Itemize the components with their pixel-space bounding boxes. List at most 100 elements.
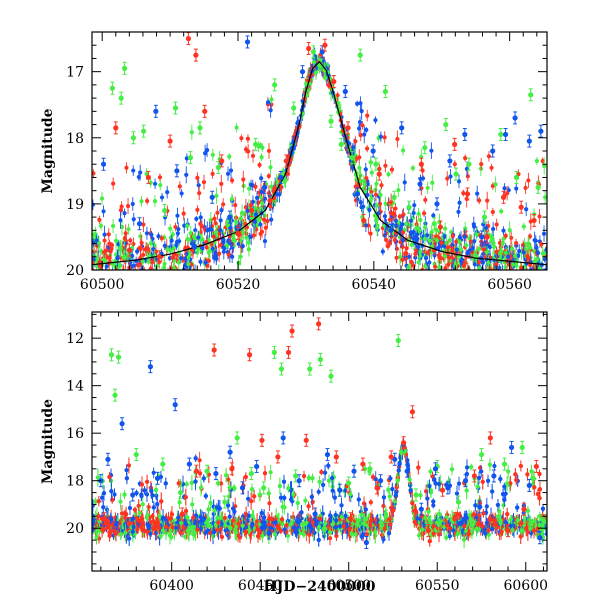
- data-point: [435, 238, 440, 243]
- data-point: [512, 115, 518, 121]
- measurement-cloud: [92, 438, 547, 549]
- data-point: [269, 217, 274, 222]
- data-point: [444, 240, 449, 246]
- data-point: [186, 261, 191, 267]
- data-point: [462, 277, 466, 281]
- data-point: [221, 202, 226, 207]
- data-point: [313, 70, 318, 75]
- data-point: [184, 156, 189, 161]
- data-point: [304, 81, 309, 86]
- data-point: [195, 175, 200, 180]
- data-point: [385, 244, 391, 249]
- data-point: [200, 237, 205, 242]
- data-point: [526, 178, 531, 183]
- data-point: [215, 210, 220, 215]
- data-point: [184, 172, 189, 177]
- data-point: [245, 136, 251, 141]
- data-point: [174, 168, 180, 174]
- data-point: [430, 180, 435, 185]
- data-point: [446, 255, 452, 260]
- data-point: [492, 244, 497, 249]
- data-point: [400, 257, 405, 262]
- data-point: [143, 247, 148, 252]
- data-point: [116, 242, 121, 247]
- data-point: [354, 191, 361, 197]
- data-point: [269, 97, 274, 102]
- data-point: [416, 244, 421, 250]
- data-point: [227, 154, 232, 159]
- data-point: [121, 65, 128, 71]
- data-point: [253, 141, 259, 147]
- data-point: [503, 233, 508, 238]
- data-point: [139, 240, 144, 246]
- data-point: [400, 244, 405, 249]
- data-point: [390, 211, 397, 217]
- data-point: [494, 262, 499, 267]
- data-point: [403, 250, 409, 257]
- data-point: [248, 203, 253, 208]
- data-point: [538, 128, 544, 134]
- data-point: [507, 227, 512, 233]
- data-point: [425, 185, 430, 190]
- data-point: [111, 223, 116, 229]
- data-point: [131, 168, 136, 173]
- data-point: [203, 260, 208, 265]
- data-point: [350, 165, 355, 170]
- data-point: [184, 251, 189, 257]
- data-point: [542, 251, 547, 256]
- data-point: [238, 216, 243, 221]
- data-point: [519, 265, 524, 270]
- data-point: [164, 276, 168, 280]
- data-point: [447, 158, 453, 164]
- data-point: [243, 147, 249, 152]
- data-point: [383, 163, 388, 168]
- data-point: [401, 212, 406, 217]
- data-point: [138, 245, 143, 251]
- data-point: [209, 194, 215, 200]
- data-point: [117, 246, 122, 251]
- data-point: [430, 244, 435, 249]
- data-point: [328, 118, 334, 124]
- data-point: [211, 234, 216, 239]
- data-point: [433, 264, 438, 269]
- data-point: [431, 213, 436, 218]
- data-point: [130, 253, 135, 258]
- data-point: [365, 113, 370, 118]
- data-point: [113, 125, 119, 131]
- data-point: [378, 192, 383, 197]
- data-point: [218, 242, 224, 247]
- data-point: [386, 172, 391, 177]
- data-point: [156, 254, 162, 260]
- data-point: [92, 257, 97, 262]
- data-point: [494, 222, 499, 227]
- data-point: [268, 165, 273, 170]
- data-point: [233, 203, 238, 208]
- data-point: [512, 253, 518, 259]
- data-point: [102, 232, 107, 237]
- data-point: [542, 257, 547, 262]
- data-point: [152, 181, 158, 186]
- data-point: [100, 161, 107, 167]
- data-point: [465, 279, 469, 283]
- data-point: [239, 136, 244, 141]
- data-point: [152, 273, 156, 277]
- plot-area: [92, 317, 547, 549]
- data-point: [126, 227, 131, 232]
- data-point: [234, 125, 239, 130]
- data-point: [197, 125, 203, 131]
- data-point: [141, 252, 146, 258]
- data-point: [367, 207, 372, 212]
- data-point: [193, 228, 198, 233]
- data-point: [406, 204, 412, 210]
- data-point: [373, 161, 379, 167]
- data-point: [365, 192, 370, 197]
- data-point: [342, 88, 348, 95]
- data-point: [410, 166, 416, 171]
- data-point: [283, 158, 289, 164]
- data-point: [514, 186, 519, 191]
- data-point: [489, 238, 494, 243]
- data-point: [521, 250, 526, 255]
- data-point: [291, 105, 297, 111]
- data-point: [130, 135, 137, 141]
- data-point: [521, 224, 526, 229]
